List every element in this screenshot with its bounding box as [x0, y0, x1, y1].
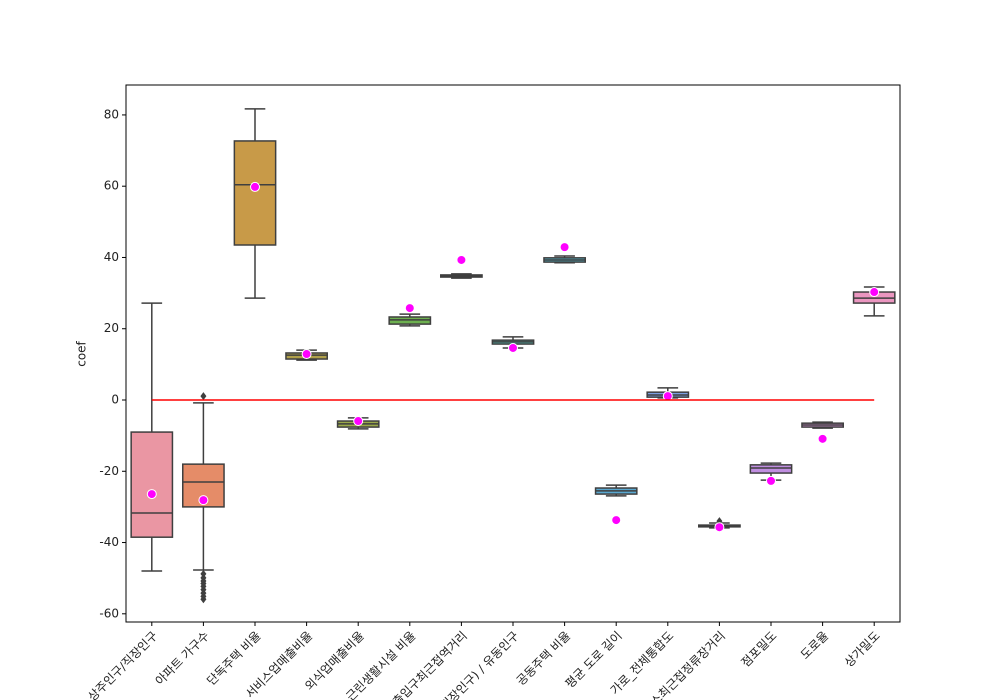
- mean: [250, 181, 260, 192]
- mean: [353, 416, 364, 427]
- x-tick-label: 상주인구/직장인구: [85, 629, 160, 700]
- y-tick-label: 0: [111, 393, 119, 407]
- box: [130, 431, 174, 538]
- mean: [714, 522, 725, 533]
- y-tick-label: 80: [104, 107, 119, 121]
- y-axis-label: coef: [75, 340, 89, 366]
- box: [233, 140, 277, 246]
- y-tick-label: 40: [104, 250, 119, 264]
- mean: [456, 254, 467, 265]
- mean: [198, 495, 209, 506]
- mean: [146, 489, 157, 500]
- mean: [508, 342, 518, 353]
- x-tick-label: 버스최근접정류장거리: [640, 629, 728, 700]
- mean: [404, 303, 415, 314]
- box: [749, 464, 793, 474]
- outlier: [200, 595, 207, 604]
- mean: [817, 433, 828, 444]
- y-tick-label: 20: [104, 321, 119, 335]
- y-tick-label: -20: [99, 464, 119, 478]
- x-tick-label: 점포밀도: [738, 629, 779, 670]
- mean: [662, 391, 673, 402]
- mean: [869, 287, 880, 298]
- mean: [559, 242, 570, 253]
- x-tick-label: 상가밀도: [842, 629, 883, 670]
- mean: [301, 349, 312, 360]
- y-tick-label: -60: [99, 606, 119, 620]
- mean: [611, 515, 622, 526]
- x-tick-label: 도로율: [798, 629, 831, 662]
- y-tick-label: -40: [99, 535, 119, 549]
- x-tick-label: 아파트 가구수: [153, 629, 212, 688]
- y-tick-label: 60: [104, 179, 119, 193]
- outlier: [200, 392, 207, 401]
- mean: [766, 475, 776, 486]
